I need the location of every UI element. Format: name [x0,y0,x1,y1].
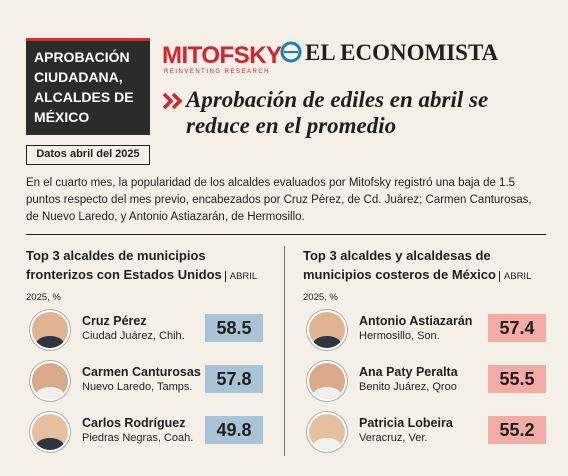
avatar [307,361,347,401]
avatar-body [36,387,64,399]
avatar-body [36,336,64,348]
column-title: Top 3 alcaldes y alcaldesas de municipio… [303,246,553,307]
person-name: Carlos Rodríguez [82,416,186,430]
person-place: Nuevo Laredo, Tamps. [82,381,193,393]
avatar-body [36,438,64,450]
avatar [307,310,347,350]
column-title-text: Top 3 alcaldes y alcaldesas de municipio… [303,248,496,282]
avatar [30,310,70,350]
avatar-body [313,387,341,399]
column-note: ABRIL 2025, % [26,271,258,303]
value-box: 55.2 [488,416,546,444]
person-place: Hermosillo, Son. [359,330,440,342]
avatar-body [313,438,341,450]
logo-tagline: REINVENTING RESEARCH [164,69,271,75]
person-name: Patricia Lobeira [359,416,453,430]
value-box: 55.5 [488,365,546,393]
date-label: Datos abril del 2025 [26,145,150,165]
column-title-text: Top 3 alcaldes de municipios fronterizos… [26,248,222,282]
avatar [30,361,70,401]
person-name: Cruz Pérez [82,314,147,328]
value-box: 49.8 [205,416,263,444]
person-place: Benito Juárez, Qroo [359,381,457,393]
value-box: 57.8 [205,365,263,393]
value-box: 58.5 [205,314,263,342]
person-name: Ana Paty Peralta [359,365,458,379]
avatar-body [313,336,341,348]
title-box: APROBACIÓN CIUDADANA, ALCALDES DE MÉXICO [26,38,150,135]
value-box: 57.4 [488,314,546,342]
logo-economista: EL ECONOMISTA [305,40,499,65]
person-name: Carmen Canturosas [82,365,201,379]
person-place: Ciudad Juárez, Chih. [82,330,185,342]
title: APROBACIÓN CIUDADANA, ALCALDES DE MÉXICO [34,49,134,125]
headline: Aprobación de ediles en abril se reduce … [186,87,489,138]
avatar [30,412,70,452]
divider [26,234,546,235]
logo-mitofsky: MITOFSKY [162,42,282,69]
avatar [307,412,347,452]
logo-icon [280,41,302,63]
intro: En el cuarto mes, la popularidad de los … [26,177,532,223]
column-title: Top 3 alcaldes de municipios fronterizos… [26,246,276,307]
person-place: Veracruz, Ver. [359,432,428,444]
person-name: Antonio Astiazarán [359,314,473,328]
person-place: Piedras Negras, Coah. [82,432,194,444]
column-divider [284,246,285,456]
headline-chevron [162,92,183,110]
column-note: ABRIL 2025, % [303,271,532,303]
